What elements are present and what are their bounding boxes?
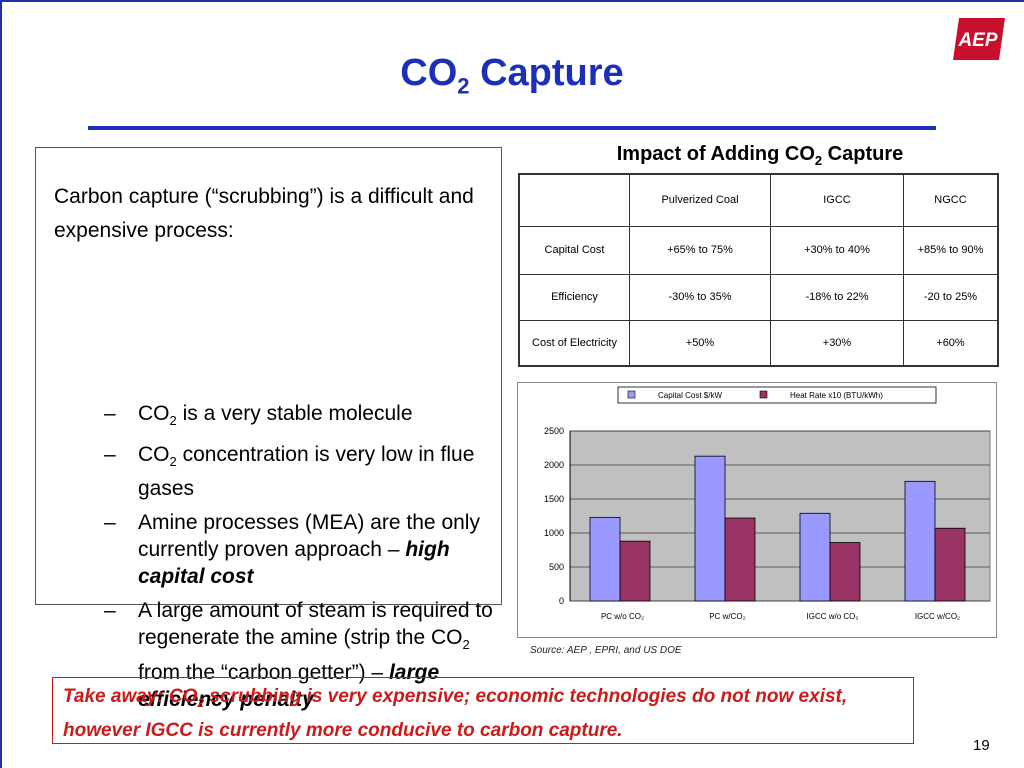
- impact-table: Pulverized Coal IGCC NGCC Capital Cost +…: [518, 173, 999, 367]
- y-tick-label: 0: [559, 596, 564, 606]
- table-cell: +60%: [903, 319, 999, 367]
- text-box: Carbon capture (“scrubbing”) is a diffic…: [35, 147, 502, 711]
- legend-label: Capital Cost $/kW: [658, 391, 722, 400]
- legend-swatch: [759, 390, 768, 399]
- table-row-label: Efficiency: [518, 273, 630, 321]
- table-cell: -20 to 25%: [903, 273, 999, 321]
- table-row: Capital Cost +65% to 75% +30% to 40% +85…: [518, 225, 999, 275]
- list-item: – A large amount of steam is required to …: [104, 599, 493, 711]
- list-item: – CO2 concentration is very low in flue g…: [104, 443, 475, 501]
- table-header-cell: IGCC: [770, 173, 904, 227]
- bar: [799, 512, 831, 602]
- chart-box: 0 500 1000 1500 2000 2500 PC w/o CO₂ PC w/CO₂ IG…: [517, 382, 997, 638]
- table-row: Cost of Electricity +50% +30% +60%: [518, 319, 999, 367]
- bar: [619, 540, 651, 602]
- title-rule: [88, 126, 936, 130]
- y-tick-label: 1000: [544, 528, 564, 538]
- bullet-list: – CO2 is a very stable molecule – CO2 conc…: [104, 400, 504, 720]
- table-header-row: Pulverized Coal IGCC NGCC: [518, 173, 999, 227]
- table-cell: +85% to 90%: [903, 225, 999, 275]
- bar: [724, 517, 756, 602]
- x-tick-label: IGCC w/CO₂: [915, 612, 960, 621]
- x-tick-label: PC w/CO₂: [709, 612, 745, 621]
- bar: [694, 455, 726, 602]
- page-number: 19: [973, 737, 990, 754]
- slide-frame-left: [0, 0, 2, 768]
- legend-box: [617, 386, 937, 404]
- aep-logo: AEP: [953, 18, 1005, 60]
- bar-chart: 0 500 1000 1500 2000 2500 PC w/o CO₂ PC w/CO₂ IG…: [544, 386, 991, 621]
- source-note: Source: AEP , EPRI, and US DOE: [530, 645, 682, 656]
- y-tick-label: 1500: [544, 494, 564, 504]
- legend-label: Heat Rate x10 (BTU/kWh): [790, 391, 883, 400]
- legend-swatch: [627, 390, 636, 399]
- list-item: – Amine processes (MEA) are the only curr…: [104, 511, 480, 589]
- list-item: – CO2 is a very stable molecule: [104, 402, 413, 429]
- y-tick-label: 2000: [544, 460, 564, 470]
- table-row: Efficiency -30% to 35% -18% to 22% -20 t…: [518, 273, 999, 321]
- table-corner-cell: [518, 173, 630, 227]
- bar: [829, 542, 861, 602]
- bar: [904, 480, 936, 602]
- table-cell: +50%: [629, 319, 771, 367]
- table-row-label: Cost of Electricity: [518, 319, 630, 367]
- slide-frame-top: [0, 0, 1024, 2]
- table-cell: -30% to 35%: [629, 273, 771, 321]
- table-header-cell: NGCC: [903, 173, 999, 227]
- y-tick-label: 2500: [544, 426, 564, 436]
- x-tick-label: IGCC w/o CO₂: [807, 612, 859, 621]
- table-cell: +30%: [770, 319, 904, 367]
- bar: [934, 527, 966, 602]
- table-title: Impact of Adding CO2 Capture: [616, 143, 904, 168]
- table-cell: +65% to 75%: [629, 225, 771, 275]
- table-row-label: Capital Cost: [518, 225, 630, 275]
- table-cell: -18% to 22%: [770, 273, 904, 321]
- intro-text: Carbon capture (“scrubbing”) is a diffic…: [54, 185, 474, 242]
- bar: [589, 516, 621, 602]
- slide-title: CO2 Capture: [400, 52, 624, 99]
- takeaway-box: Take away: CO2 scrubbing is very expensi…: [52, 677, 914, 744]
- table-cell: +30% to 40%: [770, 225, 904, 275]
- y-tick-label: 500: [549, 562, 564, 572]
- svg-text:AEP: AEP: [957, 30, 997, 51]
- x-tick-label: PC w/o CO₂: [601, 612, 644, 621]
- table-header-cell: Pulverized Coal: [629, 173, 771, 227]
